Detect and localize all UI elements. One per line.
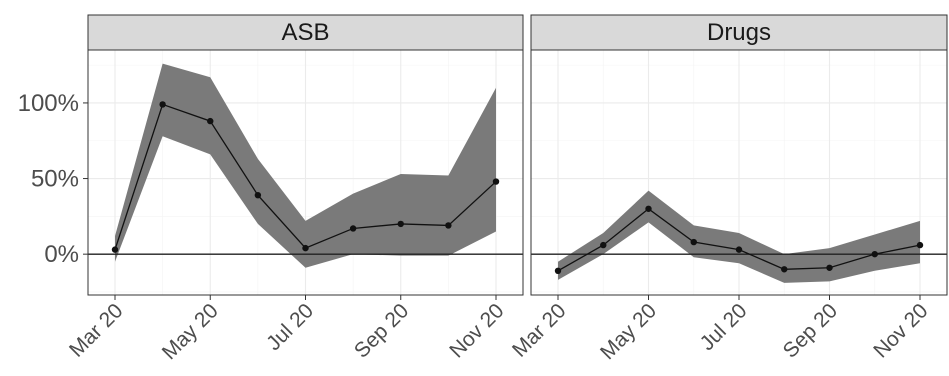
data-point — [781, 266, 788, 273]
y-tick-label: 0% — [44, 241, 79, 268]
data-point — [445, 222, 452, 229]
data-point — [826, 264, 833, 271]
data-point — [916, 241, 924, 249]
y-tick-label: 50% — [31, 166, 79, 193]
x-tick-label: May 20 — [596, 299, 661, 364]
data-point — [302, 244, 309, 252]
facet-strip — [87, 14, 524, 51]
data-point — [871, 250, 878, 258]
x-tick-label: Jul 20 — [262, 299, 318, 355]
data-point — [159, 101, 166, 108]
x-tick-label: Jul 20 — [696, 299, 752, 355]
data-point — [492, 178, 500, 185]
data-point — [111, 246, 119, 253]
panel-drugs: Drugs Mar 20 May 20 Jul 20 Sep 20 Nov 20 — [508, 14, 948, 364]
data-point — [254, 191, 262, 199]
data-point — [397, 220, 404, 228]
x-tick-label: Sep 20 — [350, 299, 413, 362]
data-point — [554, 267, 562, 275]
y-tick-label: 100% — [18, 90, 79, 117]
x-tick-label: Sep 20 — [779, 299, 842, 362]
data-point — [690, 238, 697, 246]
panel-asb: ASB Mar 20 May 20 Jul 20 Sep 20 Nov 20 — [65, 14, 524, 364]
x-tick-label: Mar 20 — [508, 299, 570, 361]
facet-label: ASB — [281, 19, 329, 46]
data-point — [645, 205, 652, 212]
x-tick-label: Nov 20 — [445, 299, 508, 362]
x-tick-label: May 20 — [158, 299, 223, 364]
y-axis: 0% 50% 100% — [18, 90, 88, 268]
facet-label: Drugs — [707, 19, 771, 46]
data-point — [349, 225, 357, 232]
data-point — [207, 117, 214, 125]
x-tick-label: Mar 20 — [65, 299, 127, 361]
confidence-band — [115, 63, 496, 268]
data-point — [600, 241, 607, 249]
confidence-band — [558, 190, 920, 283]
data-point — [735, 246, 743, 253]
x-tick-label: Nov 20 — [869, 299, 932, 362]
